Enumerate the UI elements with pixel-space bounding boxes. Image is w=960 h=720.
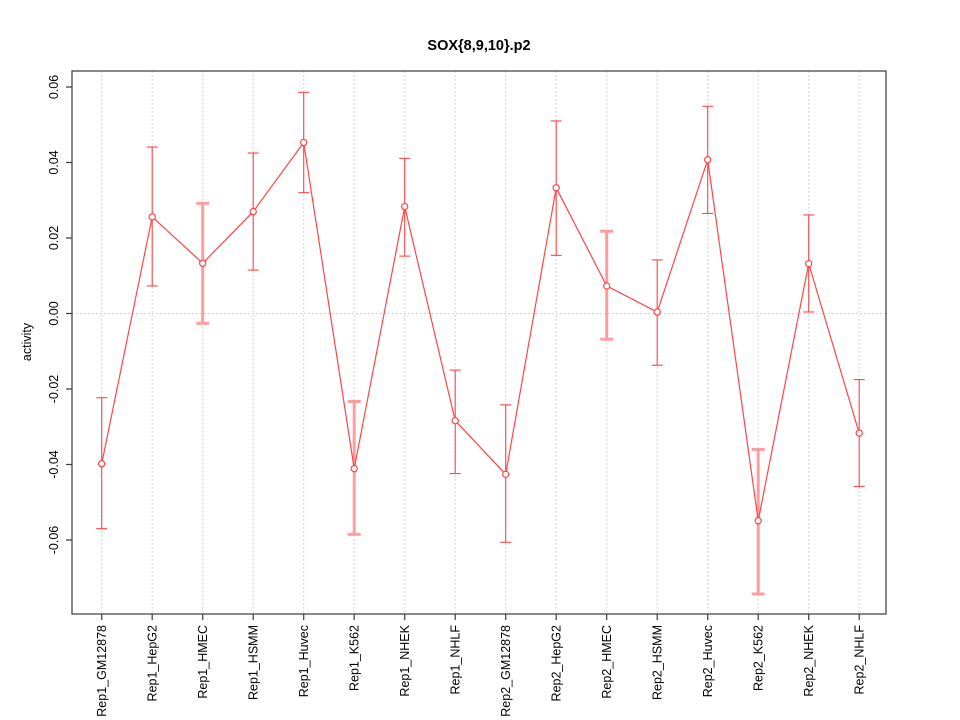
x-tick-label: Rep2_NHEK [802, 624, 816, 696]
y-tick-label: 0.00 [47, 301, 61, 325]
x-tick-label: Rep1_HSMM [246, 625, 260, 700]
data-point [603, 282, 611, 290]
y-tick-label: 0.02 [47, 226, 61, 250]
data-point [97, 460, 106, 468]
x-tick-label: Rep1_NHLF [448, 625, 462, 695]
y-tick-label: 0.04 [47, 150, 61, 174]
x-tick-label: Rep2_HMEC [600, 625, 614, 699]
x-tick-label: Rep1_GM12878 [95, 625, 109, 717]
x-tick-label: Rep1_HMEC [196, 625, 210, 699]
data-point [653, 308, 661, 316]
data-point [300, 138, 308, 147]
x-tick-label: Rep2_HepG2 [549, 625, 563, 701]
y-tick-label: -0.04 [47, 450, 61, 479]
y-tick-label: -0.06 [47, 526, 61, 555]
data-point [855, 429, 863, 437]
plot-frame [71, 70, 887, 615]
data-point [552, 184, 560, 192]
x-tick-label: Rep2_K562 [751, 625, 765, 691]
x-tick-label: Rep1_NHEK [398, 624, 412, 696]
data-point [451, 417, 459, 425]
x-tick-label: Rep2_GM12878 [499, 625, 513, 717]
y-tick-label: -0.02 [47, 375, 61, 404]
data-point [350, 464, 358, 473]
y-axis-title: activity [20, 322, 34, 362]
x-tick-label: Rep1_K562 [347, 625, 361, 691]
data-point [502, 470, 510, 479]
series-line [101, 140, 860, 521]
x-tick-label: Rep2_Huvec [701, 625, 715, 697]
x-tick-label: Rep1_HepG2 [145, 625, 159, 701]
data-point [249, 207, 257, 216]
y-tick-label: 0.06 [47, 75, 61, 99]
x-tick-label: Rep2_HSMM [650, 625, 664, 700]
x-tick-label: Rep2_NHLF [852, 625, 866, 695]
x-tick-label: Rep1_Huvec [297, 625, 311, 697]
data-point [805, 259, 813, 268]
data-point [198, 259, 207, 267]
data-point [704, 156, 712, 164]
data-point [401, 202, 409, 211]
data-point [148, 213, 156, 221]
data-point [754, 517, 762, 525]
chart-title: SOX{8,9,10}.p2 [427, 38, 531, 54]
